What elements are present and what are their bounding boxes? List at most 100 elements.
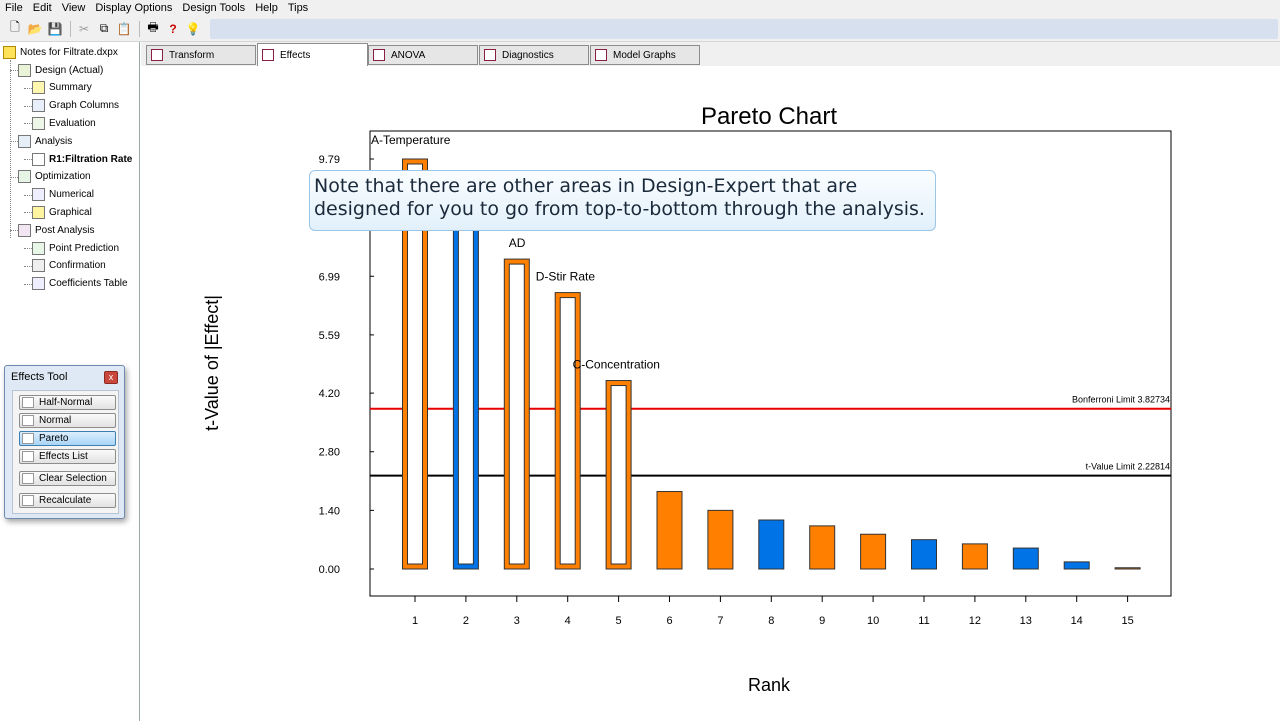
y-tick-label: 0.00 (319, 564, 340, 576)
tree-item-point-prediction[interactable]: Point Prediction (32, 240, 119, 256)
tree-item-analysis[interactable]: Analysis (18, 133, 72, 149)
bar-8[interactable] (758, 519, 785, 570)
tree-item-evaluation[interactable]: Evaluation (32, 115, 96, 131)
recalculate-button[interactable]: Recalculate (19, 493, 116, 508)
x-tick-label: 12 (969, 615, 981, 627)
effects-tool-window[interactable]: Effects Tool x Half-Normal Normal Pareto Ef… (4, 365, 125, 519)
bar-13[interactable] (1012, 547, 1039, 570)
pareto-chart: Pareto Chart 0.00 1.40 2.80 4.20 5.59 6.99 9.7… (202, 103, 1172, 695)
x-tick-label: 13 (1020, 615, 1032, 627)
x-tick-label: 1 (412, 615, 418, 627)
x-tick-label: 15 (1121, 615, 1133, 627)
tab-effects[interactable]: Effects (257, 43, 368, 66)
x-tick-label: 8 (768, 615, 774, 627)
menu-tips[interactable]: Tips (287, 2, 309, 14)
tab-anova[interactable]: ANOVA (368, 45, 478, 65)
menu-help[interactable]: Help (255, 2, 278, 14)
tab-diagnostics[interactable]: Diagnostics (479, 45, 589, 65)
tree-connector (10, 176, 18, 178)
tab-model-graphs[interactable]: Model Graphs (590, 45, 700, 65)
help-icon[interactable]: ? (169, 21, 177, 36)
bar-12[interactable] (961, 543, 988, 570)
tree-item-coefficients-table[interactable]: Coefficients Table (32, 276, 128, 292)
x-tick-label: 10 (867, 615, 879, 627)
tree-node-icon (32, 152, 45, 166)
tree-item-confirmation[interactable]: Confirmation (32, 258, 106, 274)
tree-node-icon (18, 134, 31, 148)
tree-node-icon (18, 63, 31, 77)
bar-9[interactable] (809, 525, 836, 570)
menu-display-options[interactable]: Display Options (95, 2, 173, 14)
pareto-button[interactable]: Pareto (19, 431, 116, 446)
bar-7[interactable] (707, 509, 734, 570)
callout-line-2: designed for you to go from top-to-botto… (314, 198, 925, 220)
tree-item-r1-filtration-rate[interactable]: R1:Filtration Rate (32, 151, 132, 167)
x-tick-label: 2 (463, 615, 469, 627)
bar-label-d-stir-rate: D-Stir Rate (536, 270, 596, 284)
y-tick-label: 6.99 (319, 271, 340, 283)
bar-11[interactable] (911, 539, 937, 570)
copy-icon[interactable]: ⧉ (99, 21, 109, 35)
tree-connector (24, 212, 32, 214)
chart-pane: Pareto Chart 0.00 1.40 2.80 4.20 5.59 6.99 9.7… (141, 66, 1280, 721)
y-tick-label: 1.40 (319, 505, 340, 517)
x-tick-label: 14 (1071, 615, 1083, 627)
tree-connector (24, 87, 32, 89)
new-file-icon[interactable]: 🗋 (10, 20, 20, 34)
tree-item-graphical[interactable]: Graphical (32, 204, 92, 220)
tree-guide-line (10, 60, 11, 238)
bar-4-hollow (559, 297, 576, 565)
effects-list-button[interactable]: Effects List (19, 449, 116, 464)
tree-connector (24, 194, 32, 196)
normal-button[interactable]: Normal (19, 413, 116, 428)
tree-node-icon (32, 188, 45, 202)
print-icon[interactable]: 🖶 (147, 20, 159, 34)
y-tick-label: 5.59 (319, 330, 340, 342)
tree-connector (24, 265, 32, 267)
bar-10[interactable] (860, 533, 887, 570)
menu-edit[interactable]: Edit (32, 2, 52, 14)
menu-bar: File Edit View Display Options Design Tools H… (0, 0, 1280, 16)
clear-selection-button[interactable]: Clear Selection (19, 471, 116, 486)
tab-transform[interactable]: Transform (146, 45, 256, 65)
bar-14[interactable] (1063, 561, 1090, 570)
tree-node-icon (32, 81, 45, 95)
effects-tool-title: Effects Tool (11, 371, 68, 383)
half-normal-button[interactable]: Half-Normal (19, 395, 116, 410)
menu-design-tools[interactable]: Design Tools (182, 2, 246, 14)
bar-label-a-temperature: A-Temperature (371, 133, 451, 147)
x-tick-label: 9 (819, 615, 825, 627)
tree-node-icon (32, 99, 45, 113)
save-icon[interactable]: 💾 (47, 21, 63, 36)
y-axis-label: t-Value of |Effect| (202, 295, 222, 431)
tree-connector (24, 283, 32, 285)
tree-item-post-analysis[interactable]: Post Analysis (18, 222, 94, 238)
effects-tab-icon (262, 49, 274, 61)
menu-file[interactable]: File (5, 2, 23, 14)
clear-selection-icon (22, 473, 34, 484)
bar-15[interactable] (1114, 567, 1141, 570)
x-tick-label: 11 (918, 615, 929, 627)
folder-icon (3, 45, 16, 59)
bar-6[interactable] (656, 491, 683, 570)
paste-icon[interactable]: 📋 (116, 21, 132, 36)
tree-item-graph-columns[interactable]: Graph Columns (32, 98, 119, 114)
tree-connector (10, 70, 18, 71)
tree-root[interactable]: Notes for Filtrate.dxpx (3, 44, 118, 60)
cut-icon[interactable]: ✂ (78, 21, 90, 36)
tip-icon[interactable]: 💡 (185, 21, 201, 36)
limit-label-1: t-Value Limit 2.22814 (1086, 462, 1170, 472)
tree-connector (24, 123, 32, 125)
close-icon[interactable]: x (104, 371, 118, 384)
x-tick-label: 7 (717, 615, 723, 627)
tree-item-optimization[interactable]: Optimization (18, 169, 91, 185)
bar-label-ad: AD (509, 236, 526, 250)
chart-title: Pareto Chart (701, 103, 837, 130)
tree-item-design-actual[interactable]: Design (Actual) (18, 62, 103, 78)
tip-callout: Note that there are other areas in Desig… (309, 170, 936, 231)
menu-view[interactable]: View (61, 2, 86, 14)
tree-item-summary[interactable]: Summary (32, 80, 92, 96)
open-folder-icon[interactable]: 📂 (27, 21, 43, 36)
tree-connector (24, 159, 32, 160)
tree-item-numerical[interactable]: Numerical (32, 187, 94, 203)
